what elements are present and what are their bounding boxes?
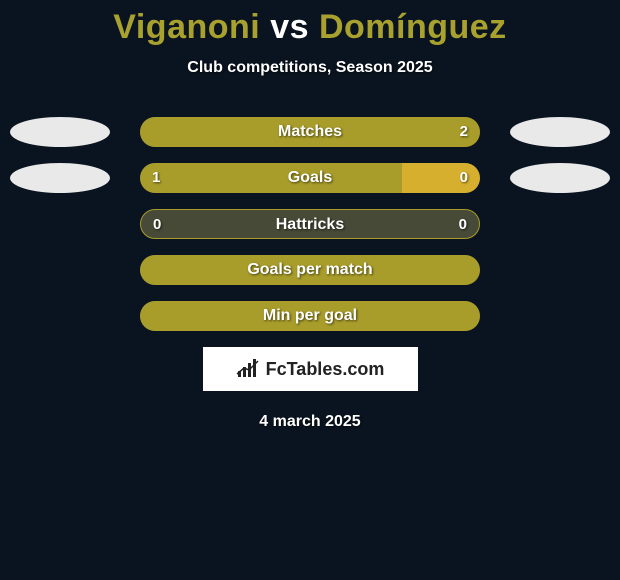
title-vs: vs (260, 8, 319, 46)
stat-value-left: 0 (153, 210, 161, 239)
date: 4 march 2025 (0, 413, 620, 431)
stat-label: Hattricks (141, 210, 479, 239)
stat-bar: Goals1 0 (140, 163, 480, 193)
logo-text: FcTables.com (266, 359, 385, 380)
stat-row: Goals per match (0, 255, 620, 285)
comparison-title: Viganoni vs Domínguez (0, 0, 620, 47)
player-left-marker (10, 117, 110, 147)
stat-label: Goals per match (140, 255, 480, 285)
subtitle: Club competitions, Season 2025 (0, 59, 620, 77)
stat-row: Hattricks0 0 (0, 209, 620, 239)
player-right-marker (510, 163, 610, 193)
stat-value-left: 1 (152, 163, 160, 193)
stat-row: Matches2 (0, 117, 620, 147)
player-left-marker (10, 163, 110, 193)
title-player-left: Viganoni (113, 8, 260, 46)
stat-value-right: 2 (460, 117, 468, 147)
stat-row: Goals1 0 (0, 163, 620, 193)
stat-label: Min per goal (140, 301, 480, 331)
stat-value-right: 0 (460, 163, 468, 193)
stats-chart: Matches2Goals10Hattricks00Goals per matc… (0, 117, 620, 331)
stat-bar: Min per goal (140, 301, 480, 331)
barchart-icon (236, 359, 262, 379)
stat-bar: Goals per match (140, 255, 480, 285)
stat-label: Goals (140, 163, 480, 193)
stat-label: Matches (140, 117, 480, 147)
stat-bar: Hattricks0 0 (140, 209, 480, 239)
player-right-marker (510, 117, 610, 147)
source-logo: FcTables.com (203, 347, 418, 391)
stat-row: Min per goal (0, 301, 620, 331)
stat-value-right: 0 (459, 210, 467, 239)
title-player-right: Domínguez (319, 8, 507, 46)
stat-bar: Matches2 (140, 117, 480, 147)
